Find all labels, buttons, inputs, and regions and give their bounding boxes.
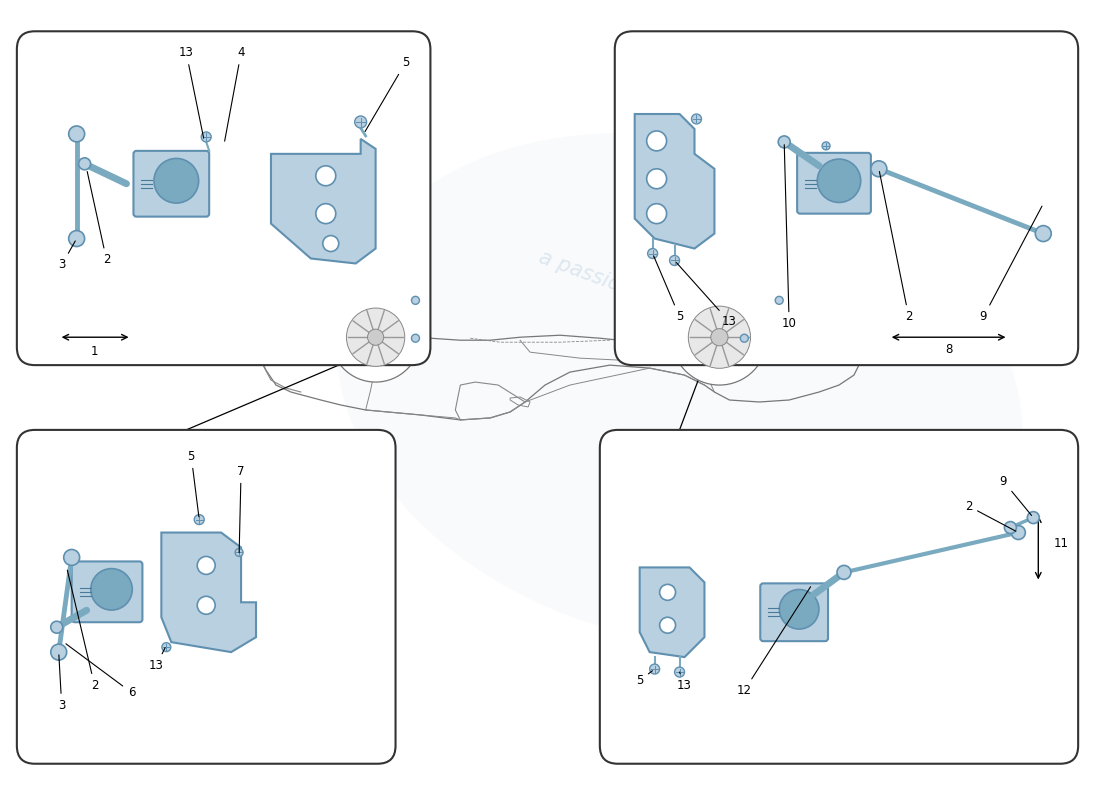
Text: 13: 13	[179, 46, 204, 138]
Text: 13: 13	[148, 648, 165, 672]
Circle shape	[1035, 226, 1052, 242]
Circle shape	[740, 334, 748, 342]
Circle shape	[647, 204, 667, 224]
Circle shape	[197, 596, 216, 614]
Text: 7: 7	[238, 465, 245, 553]
Text: 9: 9	[980, 206, 1042, 323]
Circle shape	[91, 569, 132, 610]
Circle shape	[822, 142, 830, 150]
Circle shape	[1004, 522, 1016, 534]
Circle shape	[162, 642, 170, 652]
FancyBboxPatch shape	[72, 562, 142, 622]
Circle shape	[837, 566, 851, 579]
Polygon shape	[162, 533, 256, 652]
Polygon shape	[640, 567, 704, 657]
Circle shape	[711, 329, 728, 346]
Circle shape	[780, 590, 818, 629]
Ellipse shape	[337, 133, 1023, 647]
Text: 3: 3	[58, 655, 65, 712]
Text: 1: 1	[91, 345, 98, 358]
Circle shape	[354, 116, 366, 128]
Text: 3: 3	[58, 241, 75, 271]
Text: 11: 11	[1053, 538, 1068, 550]
Circle shape	[692, 114, 702, 124]
Text: 5: 5	[653, 256, 683, 323]
Circle shape	[154, 158, 199, 203]
Circle shape	[331, 292, 420, 382]
Circle shape	[367, 329, 384, 346]
Circle shape	[647, 169, 667, 189]
Circle shape	[64, 550, 79, 566]
Circle shape	[674, 667, 684, 677]
Circle shape	[672, 290, 767, 385]
Circle shape	[411, 334, 419, 342]
Text: 9: 9	[1000, 474, 1032, 515]
Text: 2: 2	[67, 570, 98, 692]
Circle shape	[201, 132, 211, 142]
Circle shape	[660, 618, 675, 633]
Circle shape	[1011, 526, 1025, 539]
Text: 2: 2	[87, 171, 110, 266]
Circle shape	[650, 664, 660, 674]
Circle shape	[871, 161, 887, 177]
Circle shape	[647, 131, 667, 151]
FancyBboxPatch shape	[615, 31, 1078, 365]
Circle shape	[411, 296, 419, 304]
Text: 13: 13	[676, 262, 737, 328]
Text: 13: 13	[678, 672, 692, 692]
Circle shape	[689, 306, 750, 368]
Circle shape	[1027, 512, 1040, 523]
FancyBboxPatch shape	[16, 430, 396, 764]
Circle shape	[51, 644, 67, 660]
Text: a passion for parts since: a passion for parts since	[536, 247, 783, 354]
Text: 1985: 1985	[688, 314, 771, 367]
Circle shape	[670, 255, 680, 266]
Text: 2: 2	[965, 500, 1016, 531]
Circle shape	[316, 166, 336, 186]
FancyBboxPatch shape	[600, 430, 1078, 764]
FancyBboxPatch shape	[133, 151, 209, 217]
Text: 2: 2	[879, 171, 913, 323]
Circle shape	[78, 158, 90, 170]
Text: 4: 4	[224, 46, 245, 141]
Polygon shape	[635, 114, 714, 249]
Circle shape	[648, 249, 658, 258]
Text: 8: 8	[945, 343, 953, 356]
Circle shape	[68, 230, 85, 246]
Circle shape	[346, 308, 405, 366]
Circle shape	[197, 557, 216, 574]
Text: 5: 5	[188, 450, 199, 517]
Circle shape	[195, 514, 205, 525]
Polygon shape	[271, 139, 375, 263]
Circle shape	[235, 549, 243, 557]
Circle shape	[817, 159, 860, 202]
FancyBboxPatch shape	[760, 583, 828, 641]
Text: 12: 12	[737, 586, 811, 697]
Circle shape	[322, 235, 339, 251]
Circle shape	[778, 136, 790, 148]
Text: 5: 5	[636, 670, 652, 687]
Circle shape	[51, 622, 63, 633]
Circle shape	[68, 126, 85, 142]
Text: 10: 10	[782, 145, 796, 330]
Circle shape	[776, 296, 783, 304]
Circle shape	[660, 584, 675, 600]
Circle shape	[838, 566, 850, 578]
Text: 6: 6	[66, 644, 135, 699]
FancyBboxPatch shape	[16, 31, 430, 365]
Text: 5: 5	[365, 56, 409, 131]
FancyBboxPatch shape	[798, 153, 871, 214]
Circle shape	[316, 204, 336, 224]
